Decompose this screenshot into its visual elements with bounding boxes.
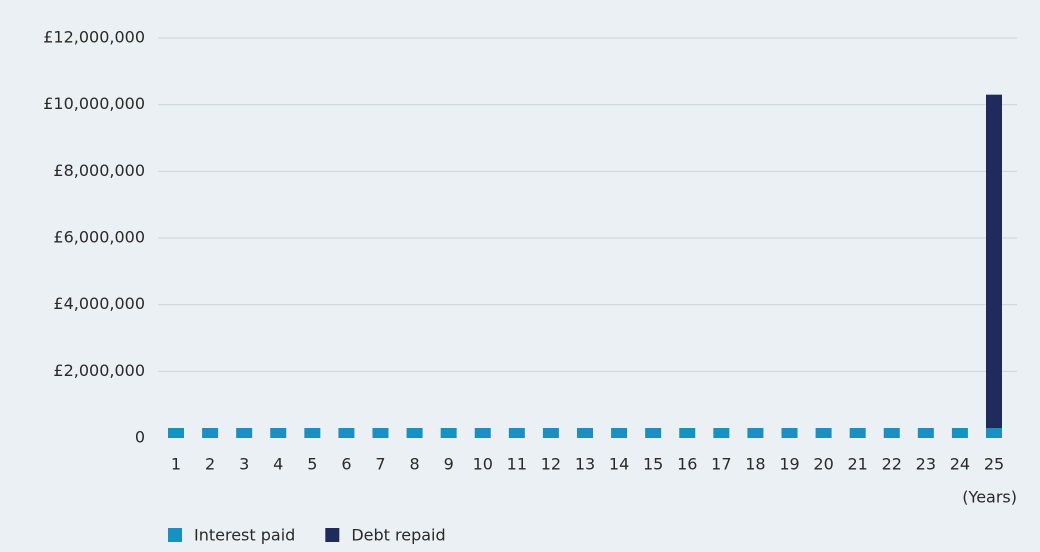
bar-segment — [542, 428, 559, 438]
bar-segment — [679, 428, 696, 438]
x-tick-label: 20 — [813, 455, 833, 474]
x-tick-label: 18 — [745, 455, 765, 474]
y-tick-label: £12,000,000 — [43, 28, 145, 47]
y-tick-label: £10,000,000 — [43, 94, 145, 113]
x-tick-label: 8 — [409, 455, 419, 474]
bar-segment — [849, 428, 866, 438]
bar-segment — [781, 428, 798, 438]
bar-segment — [338, 428, 355, 438]
bar-segment — [815, 428, 832, 438]
x-tick-label: 1 — [171, 455, 181, 474]
bar-segment — [747, 428, 764, 438]
bar-segment — [883, 428, 900, 438]
bar-segment — [236, 428, 253, 438]
x-tick-label: 17 — [711, 455, 731, 474]
x-tick-label: 5 — [307, 455, 317, 474]
bar-segment — [577, 428, 593, 438]
bar-segment — [645, 428, 662, 438]
bar-segment — [951, 428, 968, 438]
x-tick-label: 25 — [984, 455, 1004, 474]
x-tick-label: 13 — [575, 455, 595, 474]
x-tick-label: 10 — [473, 455, 493, 474]
bar-segment — [202, 428, 219, 438]
y-tick-label: £6,000,000 — [53, 228, 145, 247]
x-tick-label: 16 — [677, 455, 697, 474]
legend-swatch — [168, 528, 182, 542]
y-tick-label: 0 — [135, 428, 145, 447]
bar-segment — [440, 428, 457, 438]
x-tick-label: 15 — [643, 455, 663, 474]
bar-segment — [917, 428, 934, 438]
x-tick-label: 4 — [273, 455, 283, 474]
bar-segment — [986, 94, 1002, 429]
y-tick-label: £8,000,000 — [53, 161, 145, 180]
bar-segment — [304, 428, 321, 438]
x-tick-label: 19 — [779, 455, 799, 474]
x-tick-label: 14 — [609, 455, 629, 474]
legend-swatch — [325, 528, 340, 542]
bar-segment — [508, 428, 525, 438]
x-tick-label: 22 — [882, 455, 902, 474]
bar-segment — [713, 428, 730, 438]
y-tick-label: £2,000,000 — [53, 361, 145, 380]
x-tick-label: 12 — [541, 455, 561, 474]
x-tick-label: 24 — [950, 455, 970, 474]
x-axis-label: (Years) — [962, 488, 1017, 507]
x-tick-label: 7 — [375, 455, 385, 474]
x-tick-label: 23 — [916, 455, 936, 474]
bar-segment — [406, 428, 423, 438]
bar-segment — [168, 428, 184, 438]
bar-segment — [372, 428, 389, 438]
bar-segment — [270, 428, 287, 438]
x-tick-label: 11 — [507, 455, 527, 474]
x-tick-label: 3 — [239, 455, 249, 474]
x-tick-label: 2 — [205, 455, 215, 474]
legend-label: Debt repaid — [351, 526, 445, 545]
bar-segment — [474, 428, 491, 438]
x-tick-label: 21 — [847, 455, 867, 474]
x-tick-label: 6 — [341, 455, 351, 474]
bar-segment — [986, 428, 1002, 438]
y-tick-label: £4,000,000 — [53, 294, 145, 313]
legend-label: Interest paid — [194, 526, 295, 545]
x-tick-label: 9 — [444, 455, 454, 474]
bar-segment — [611, 428, 628, 438]
